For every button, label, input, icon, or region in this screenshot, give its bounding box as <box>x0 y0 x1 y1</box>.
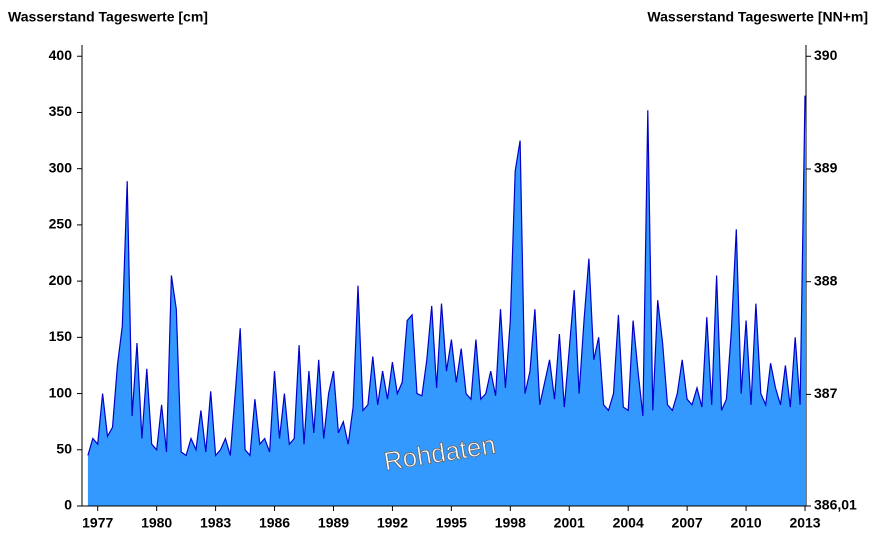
y-tick-label: 0 <box>64 497 72 513</box>
y-tick-label: 100 <box>49 384 73 400</box>
x-tick-label: 1977 <box>82 515 113 531</box>
y2-tick-label: 388 <box>814 272 838 288</box>
x-tick-label: 1989 <box>318 515 349 531</box>
y2-tick-label: 386,01 <box>814 497 857 513</box>
y-tick-label: 50 <box>56 440 72 456</box>
y-tick-label: 250 <box>49 216 73 232</box>
y-axis-title: Wasserstand Tageswerte [cm] <box>8 9 208 25</box>
x-tick-label: 2013 <box>789 515 820 531</box>
y-tick-label: 400 <box>49 47 73 63</box>
x-tick-label: 1986 <box>259 515 290 531</box>
y-tick-label: 350 <box>49 103 73 119</box>
line <box>87 95 806 457</box>
y-tick-label: 200 <box>49 272 73 288</box>
x-tick-label: 2007 <box>672 515 703 531</box>
x-tick-label: 2001 <box>554 515 585 531</box>
x-tick-label: 2010 <box>730 515 761 531</box>
y2-tick-label: 387 <box>814 385 838 401</box>
x-tick-label: 1983 <box>200 515 231 531</box>
y-tick-label: 150 <box>49 328 73 344</box>
y-tick-label: 300 <box>49 159 73 175</box>
x-tick-label: 1995 <box>436 515 467 531</box>
x-tick-label: 1992 <box>377 515 408 531</box>
x-tick-label: 1998 <box>495 515 526 531</box>
y2-tick-label: 390 <box>814 47 838 63</box>
area <box>87 95 805 506</box>
x-tick-label: 2004 <box>613 515 644 531</box>
x-tick-label: 1980 <box>141 515 172 531</box>
y2-axis-title: Wasserstand Tageswerte [NN+m] <box>647 9 868 25</box>
y2-tick-label: 389 <box>814 160 838 176</box>
